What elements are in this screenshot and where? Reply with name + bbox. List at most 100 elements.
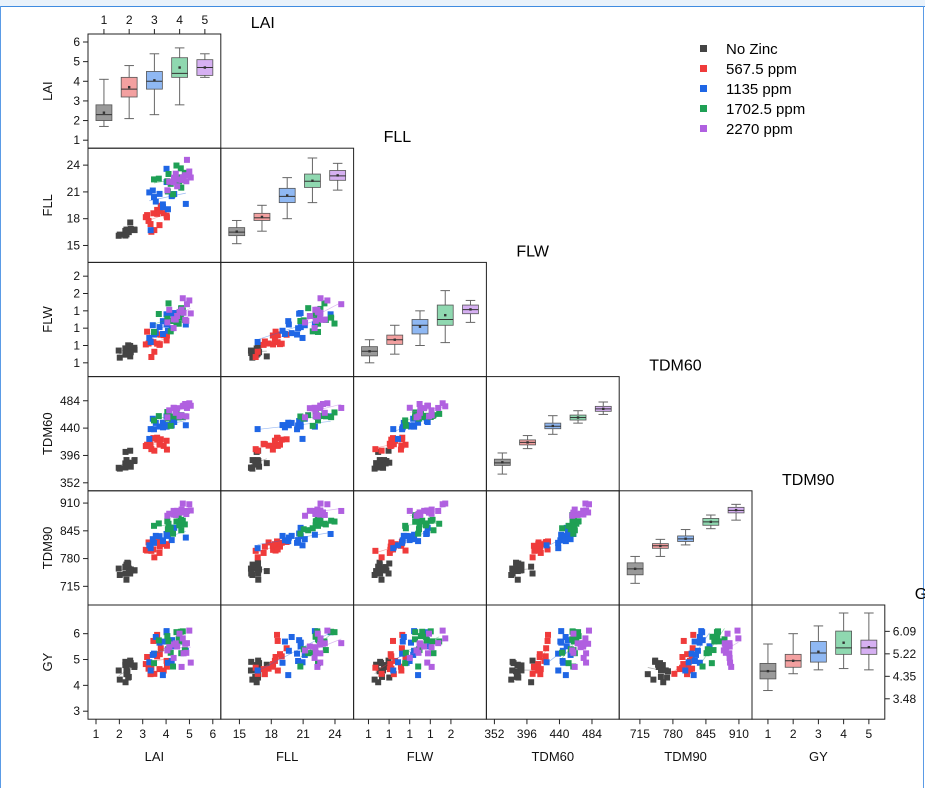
point-TDM90-vs-LAI bbox=[183, 507, 190, 514]
point-GY-vs-FLL bbox=[253, 679, 260, 686]
point-TDM60-vs-FLL bbox=[254, 447, 261, 454]
point-GY-vs-FLL bbox=[249, 667, 256, 674]
trend-line-FLL-vs-LAI bbox=[149, 192, 186, 202]
left-axis-tick-label-GY: 6 bbox=[73, 627, 80, 641]
point-GY-vs-FLL bbox=[297, 643, 304, 650]
box-mean-FLL bbox=[260, 215, 264, 219]
point-TDM90-vs-FLW bbox=[406, 537, 413, 544]
point-TDM90-vs-LAI bbox=[173, 518, 180, 525]
point-FLW-vs-FLL bbox=[265, 340, 272, 347]
point-GY-vs-FLL bbox=[328, 628, 335, 635]
panel-frame-TDM60-FLL bbox=[220, 376, 355, 492]
point-TDM90-vs-LAI bbox=[178, 527, 185, 534]
point-GY-vs-TDM90 bbox=[704, 646, 711, 653]
point-GY-vs-FLW bbox=[430, 650, 437, 657]
point-GY-vs-FLL bbox=[301, 651, 308, 658]
point-TDM90-vs-LAI bbox=[151, 554, 158, 561]
point-GY-vs-FLL bbox=[317, 659, 324, 666]
trend-line-TDM60-vs-LAI bbox=[167, 406, 191, 414]
point-FLL-vs-LAI bbox=[155, 175, 162, 182]
point-TDM90-vs-FLW bbox=[371, 571, 378, 578]
trend-line-TDM90-vs-FLL bbox=[300, 518, 335, 531]
point-TDM60-vs-LAI bbox=[151, 447, 158, 454]
point-TDM90-vs-FLL bbox=[254, 545, 261, 552]
point-TDM90-vs-LAI bbox=[122, 570, 129, 577]
box-mean-LAI bbox=[153, 79, 156, 82]
point-TDM90-vs-TDM60 bbox=[570, 516, 577, 523]
point-TDM60-vs-FLW bbox=[376, 457, 383, 464]
point-TDM60-vs-FLL bbox=[278, 436, 285, 443]
point-GY-vs-FLW bbox=[399, 638, 406, 645]
point-TDM90-vs-LAI bbox=[131, 567, 138, 574]
left-axis-tick-label-GY: 3 bbox=[73, 704, 80, 718]
point-TDM90-vs-TDM60 bbox=[535, 546, 542, 553]
bottom-axis-label-TDM90: TDM90 bbox=[664, 749, 707, 764]
left-axis-tick-label-LAI: 1 bbox=[73, 133, 80, 147]
point-FLW-vs-LAI bbox=[173, 320, 180, 327]
trend-line-TDM60-vs-LAI bbox=[118, 458, 135, 467]
point-TDM90-vs-FLL bbox=[306, 507, 313, 514]
point-GY-vs-TDM60 bbox=[583, 650, 590, 657]
point-TDM60-vs-FLL bbox=[321, 409, 328, 416]
bottom-axis-tick-label-TDM90: 715 bbox=[630, 727, 650, 741]
point-TDM60-vs-FLL bbox=[254, 457, 261, 464]
point-TDM90-vs-FLL bbox=[285, 538, 292, 545]
legend-item-0: No Zinc bbox=[726, 41, 778, 58]
point-TDM60-vs-FLL bbox=[283, 436, 290, 443]
point-FLL-vs-LAI bbox=[164, 187, 171, 194]
point-FLW-vs-LAI bbox=[142, 341, 149, 348]
left-axis-tick-label-TDM90: 715 bbox=[60, 579, 80, 593]
point-TDM90-vs-TDM60 bbox=[567, 526, 574, 533]
point-GY-vs-LAI bbox=[115, 667, 122, 674]
point-TDM60-vs-FLW bbox=[371, 465, 378, 472]
point-TDM60-vs-FLW bbox=[439, 400, 446, 407]
point-GY-vs-FLW bbox=[387, 661, 394, 668]
point-TDM60-vs-FLW bbox=[413, 414, 420, 421]
point-TDM90-vs-FLL bbox=[274, 546, 281, 553]
point-TDM90-vs-LAI bbox=[170, 507, 177, 514]
point-GY-vs-TDM60 bbox=[559, 649, 566, 656]
point-TDM90-vs-FLW bbox=[416, 511, 423, 518]
point-FLL-vs-LAI bbox=[173, 162, 180, 169]
top-axis-tick-label: 1 bbox=[101, 13, 108, 27]
point-TDM90-vs-TDM60 bbox=[544, 546, 551, 553]
point-FLW-vs-LAI bbox=[165, 300, 172, 307]
point-FLL-vs-LAI bbox=[164, 206, 171, 213]
point-GY-vs-LAI bbox=[152, 634, 159, 641]
point-TDM60-vs-LAI bbox=[142, 443, 149, 450]
point-TDM60-vs-FLW bbox=[381, 457, 388, 464]
point-GY-vs-TDM60 bbox=[515, 674, 522, 681]
point-TDM90-vs-TDM60 bbox=[514, 568, 521, 575]
point-FLW-vs-FLL bbox=[306, 313, 313, 320]
left-axis-tick-label-FLL: 21 bbox=[67, 185, 81, 199]
point-TDM60-vs-FLL bbox=[314, 412, 321, 419]
point-TDM60-vs-LAI bbox=[123, 457, 130, 464]
point-TDM90-vs-FLW bbox=[430, 527, 437, 534]
point-TDM90-vs-TDM60 bbox=[565, 522, 572, 529]
point-GY-vs-TDM60 bbox=[585, 640, 592, 647]
point-TDM60-vs-FLL bbox=[249, 457, 256, 464]
point-FLW-vs-LAI bbox=[155, 310, 162, 317]
box-mean-TDM90 bbox=[684, 537, 687, 540]
point-TDM60-vs-FLL bbox=[294, 426, 301, 433]
point-TDM90-vs-TDM60 bbox=[569, 512, 576, 519]
point-FLL-vs-LAI bbox=[178, 184, 185, 191]
point-TDM90-vs-FLL bbox=[297, 524, 304, 531]
bottom-axis-tick-label-TDM60: 440 bbox=[549, 727, 569, 741]
bottom-axis-tick-label-GY: 1 bbox=[765, 727, 772, 741]
point-FLW-vs-FLL bbox=[311, 325, 318, 332]
point-FLW-vs-LAI bbox=[131, 346, 138, 353]
point-TDM90-vs-FLL bbox=[328, 517, 335, 524]
point-GY-vs-TDM60 bbox=[583, 659, 590, 666]
box-mean-GY bbox=[791, 659, 795, 663]
point-GY-vs-FLL bbox=[306, 643, 313, 650]
point-GY-vs-TDM90 bbox=[689, 645, 696, 652]
point-FLL-vs-LAI bbox=[159, 201, 166, 208]
point-TDM90-vs-FLW bbox=[402, 547, 409, 554]
point-TDM60-vs-FLL bbox=[297, 413, 304, 420]
point-GY-vs-TDM60 bbox=[535, 661, 542, 668]
point-GY-vs-FLW bbox=[428, 663, 435, 670]
point-GY-vs-FLW bbox=[407, 639, 414, 646]
point-TDM90-vs-FLW bbox=[416, 521, 423, 528]
point-TDM60-vs-LAI bbox=[160, 424, 167, 431]
